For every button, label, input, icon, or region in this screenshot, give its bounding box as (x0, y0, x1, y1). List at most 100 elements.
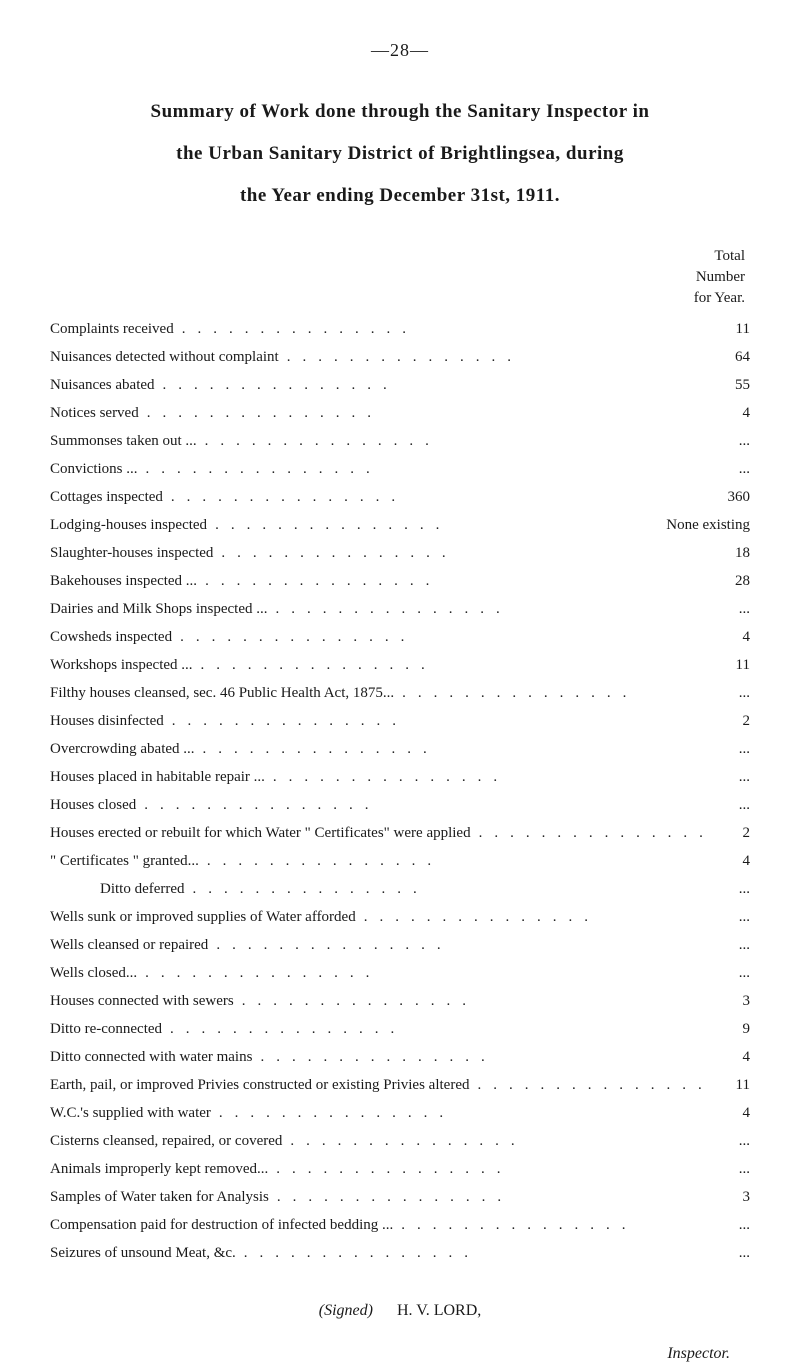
header-line-2: Number (696, 269, 745, 285)
row-value: ... (710, 433, 750, 450)
dot-leader: ............... (252, 1049, 710, 1066)
dot-leader: ............... (393, 1217, 710, 1234)
row-label: Summonses taken out ... (50, 433, 197, 450)
table-row: Ditto deferred.................. (50, 881, 750, 903)
row-label: Houses disinfected (50, 713, 164, 730)
row-value: 360 (710, 489, 750, 506)
row-value: 18 (710, 545, 750, 562)
row-value: ... (710, 965, 750, 982)
row-value: ... (710, 1245, 750, 1262)
row-value: 3 (710, 993, 750, 1010)
row-value: 3 (710, 1189, 750, 1206)
row-label: Ditto deferred (50, 881, 185, 898)
title-line-2: the Urban Sanitary District of Brightlin… (50, 133, 750, 175)
table-row: Slaughter-houses inspected..............… (50, 545, 750, 567)
dot-leader: ............... (136, 797, 710, 814)
dot-leader: ............... (265, 769, 710, 786)
row-value: 64 (710, 349, 750, 366)
dot-leader: ............... (471, 825, 710, 842)
row-label: Houses erected or rebuilt for which Wate… (50, 825, 471, 842)
dot-leader: ............... (268, 1161, 710, 1178)
signature-name: H. V. LORD, (397, 1302, 481, 1319)
row-label: Bakehouses inspected ... (50, 573, 197, 590)
row-label: Overcrowding abated ... (50, 741, 195, 758)
dot-leader: ............... (199, 853, 710, 870)
row-label: " Certificates " granted... (50, 853, 199, 870)
row-label: Houses placed in habitable repair ... (50, 769, 265, 786)
row-label: Samples of Water taken for Analysis (50, 1189, 269, 1206)
table-row: Summonses taken out ....................… (50, 433, 750, 455)
row-label: Ditto connected with water mains (50, 1049, 252, 1066)
table-row: Cowsheds inspected...............4 (50, 629, 750, 651)
row-label: Wells closed... (50, 965, 137, 982)
dot-leader: ............... (394, 685, 710, 702)
table-row: Nuisances abated...............55 (50, 377, 750, 399)
dot-leader: ............... (174, 321, 710, 338)
dot-leader: ............... (197, 573, 710, 590)
row-label: Nuisances abated (50, 377, 155, 394)
row-value: 11 (710, 1077, 750, 1094)
table-row: Compensation paid for destruction of inf… (50, 1217, 750, 1239)
row-value: 4 (710, 853, 750, 870)
row-label: Compensation paid for destruction of inf… (50, 1217, 393, 1234)
table-row: Lodging-houses inspected...............N… (50, 517, 750, 539)
dot-leader: ............... (162, 1021, 710, 1038)
dot-leader: ............... (138, 461, 710, 478)
dot-leader: ............... (172, 629, 710, 646)
row-label: Complaints received (50, 321, 174, 338)
dot-leader: ............... (282, 1133, 710, 1150)
dot-leader: ............... (185, 881, 710, 898)
row-label: Lodging-houses inspected (50, 517, 207, 534)
row-value: ... (710, 1161, 750, 1178)
row-label: Wells cleansed or repaired (50, 937, 208, 954)
row-label: Houses connected with sewers (50, 993, 234, 1010)
table-row: W.C.'s supplied with water..............… (50, 1105, 750, 1127)
table-row: Complaints received...............11 (50, 321, 750, 343)
row-value: 4 (710, 405, 750, 422)
title-line-3: the Year ending December 31st, 1911. (50, 175, 750, 217)
inspector-label: Inspector. (50, 1345, 750, 1363)
row-value: 2 (710, 825, 750, 842)
row-value: 9 (710, 1021, 750, 1038)
row-label: Dairies and Milk Shops inspected ... (50, 601, 267, 618)
row-value: 4 (710, 1105, 750, 1122)
row-label: Cisterns cleansed, repaired, or covered (50, 1133, 282, 1150)
row-value: ... (710, 1133, 750, 1150)
dot-leader: ............... (139, 405, 710, 422)
table-row: Seizures of unsound Meat, &c............… (50, 1245, 750, 1267)
table-row: Wells closed..................... (50, 965, 750, 987)
row-label: Ditto re-connected (50, 1021, 162, 1038)
table-row: Houses erected or rebuilt for which Wate… (50, 825, 750, 847)
table-row: Dairies and Milk Shops inspected .......… (50, 601, 750, 623)
row-label: W.C.'s supplied with water (50, 1105, 211, 1122)
dot-leader: ............... (207, 517, 630, 534)
row-value: ... (710, 1217, 750, 1234)
row-value: ... (710, 461, 750, 478)
row-value: 4 (710, 629, 750, 646)
row-value: 55 (710, 377, 750, 394)
dot-leader: ............... (193, 657, 710, 674)
table-row: Ditto connected with water mains........… (50, 1049, 750, 1071)
title-block: Summary of Work done through the Sanitar… (50, 91, 750, 216)
row-value: 28 (710, 573, 750, 590)
row-value: 2 (710, 713, 750, 730)
title-line-1: Summary of Work done through the Sanitar… (50, 91, 750, 133)
row-value: ... (710, 685, 750, 702)
dot-leader: ............... (163, 489, 710, 506)
row-value: 11 (710, 657, 750, 674)
table-row: Nuisances detected without complaint....… (50, 349, 750, 371)
row-label: Notices served (50, 405, 139, 422)
dot-leader: ............... (267, 601, 710, 618)
dot-leader: ............... (269, 1189, 710, 1206)
dot-leader: ............... (197, 433, 710, 450)
dot-leader: ............... (137, 965, 710, 982)
dot-leader: ............... (195, 741, 710, 758)
dot-leader: ............... (211, 1105, 710, 1122)
row-label: Cowsheds inspected (50, 629, 172, 646)
row-value: ... (710, 881, 750, 898)
table-row: Bakehouses inspected ..................2… (50, 573, 750, 595)
table-row: " Certificates " granted................… (50, 853, 750, 875)
row-value: 4 (710, 1049, 750, 1066)
row-value: ... (710, 741, 750, 758)
row-label: Earth, pail, or improved Privies constru… (50, 1077, 469, 1094)
